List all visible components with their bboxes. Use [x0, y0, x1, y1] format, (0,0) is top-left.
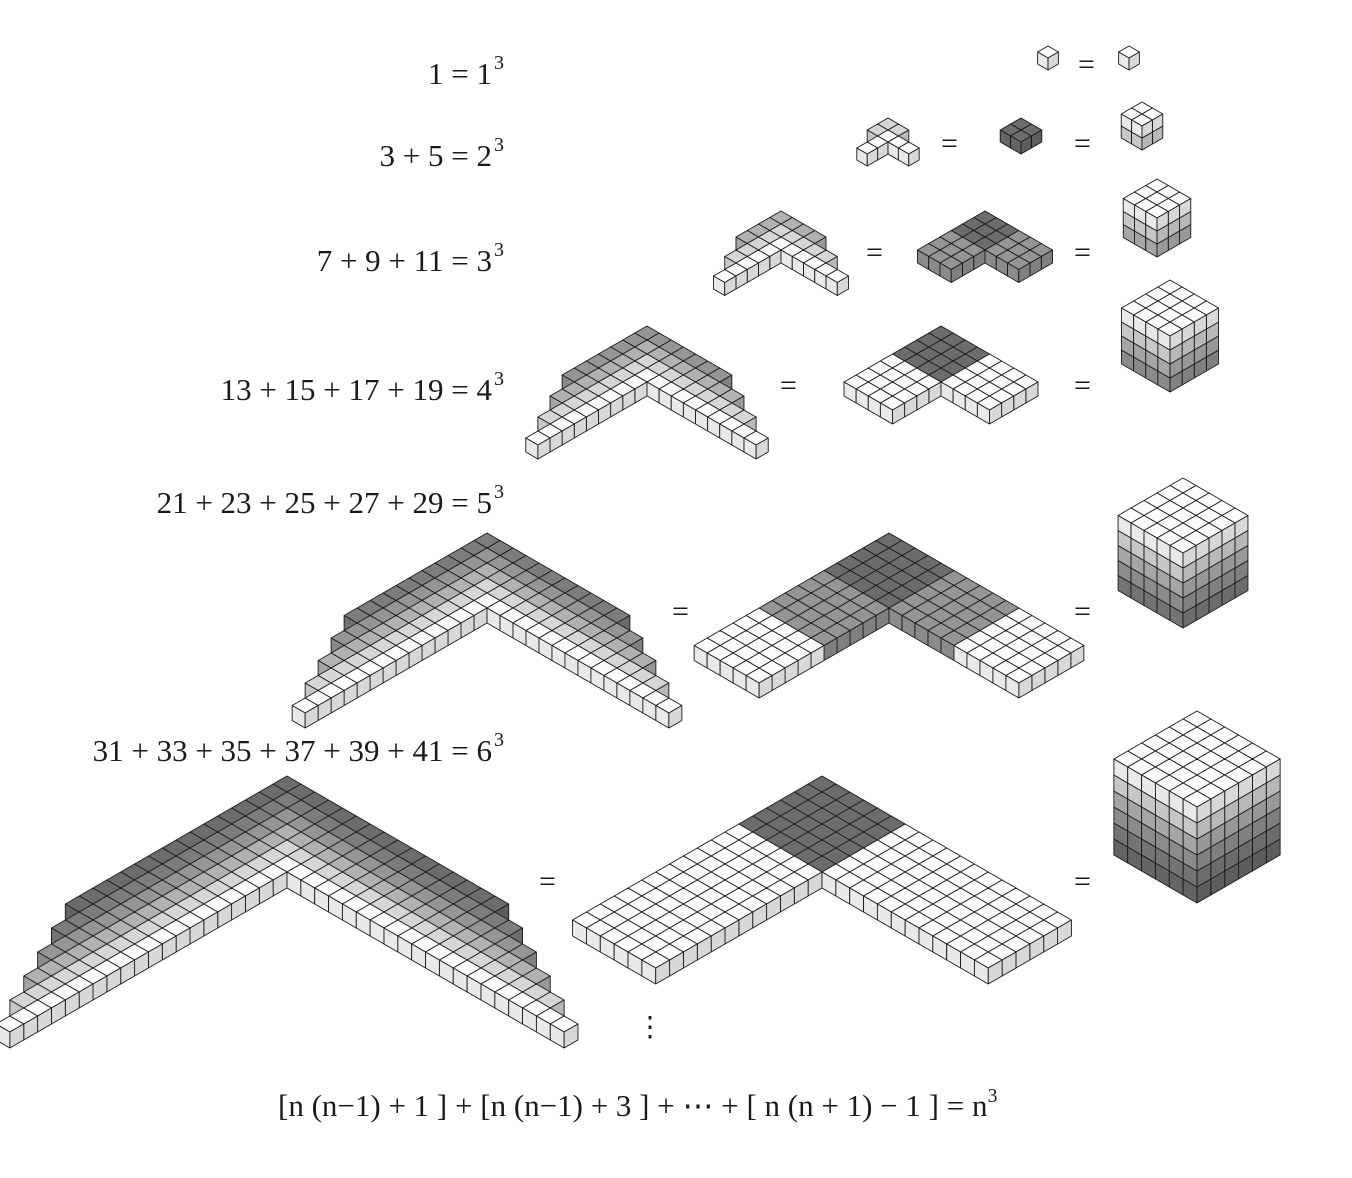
equals-sign: = [1074, 127, 1091, 160]
block-figure-4 [843, 325, 1039, 425]
gnomon-figure-4 [525, 325, 769, 460]
gnomon-figure-5 [291, 532, 683, 729]
equals-sign: = [1078, 48, 1095, 81]
equation-exponent: 3 [494, 481, 504, 503]
gnomon-figure-2 [856, 117, 920, 167]
block-figure-3 [917, 210, 1054, 283]
equals-sign: = [1074, 369, 1091, 402]
equals-sign: = [1074, 595, 1091, 628]
equation-exponent: 3 [494, 368, 504, 390]
cube-figure-5 [1117, 477, 1249, 629]
gnomon-figure-1 [1037, 45, 1059, 71]
equation-exponent: 3 [494, 239, 504, 261]
equation-text: 1 = 1 [428, 56, 492, 91]
equals-sign: = [941, 127, 958, 160]
cube-figure-3 [1122, 178, 1192, 258]
gnomon-figure-6 [0, 775, 579, 1049]
cube-figure-2 [1120, 101, 1164, 151]
equals-sign: = [866, 236, 883, 269]
cube-figure-4 [1121, 279, 1219, 393]
block-figure-6 [572, 775, 1072, 985]
block-figure-5 [693, 532, 1085, 699]
general-formula: [n (n−1) + 1 ] + [n (n−1) + 3 ] + ⋯ + [ … [278, 1085, 998, 1124]
cube-figure-1 [1118, 45, 1140, 71]
equals-sign: = [1074, 865, 1091, 898]
equals-sign: = [672, 595, 689, 628]
equals-sign: = [780, 369, 797, 402]
equation-exponent: 3 [494, 729, 504, 751]
equation-text: 13 + 15 + 17 + 19 = 4 [220, 372, 492, 407]
block-figure-2 [999, 117, 1043, 155]
equation-text: 3 + 5 = 2 [379, 138, 492, 173]
equals-sign: = [1074, 236, 1091, 269]
equation-text: 21 + 23 + 25 + 27 + 29 = 5 [156, 485, 492, 520]
equation-text: 7 + 9 + 11 = 3 [316, 243, 492, 278]
equation-exponent: 3 [494, 134, 504, 156]
equation-text: 31 + 33 + 35 + 37 + 39 + 41 = 6 [92, 733, 492, 768]
equation-exponent: 3 [494, 52, 504, 74]
general-formula-exponent: 3 [987, 1085, 998, 1107]
equals-sign: = [539, 865, 556, 898]
general-formula-text: [n (n−1) + 1 ] + [n (n−1) + 3 ] + ⋯ + [ … [278, 1088, 988, 1123]
gnomon-figure-3 [713, 210, 849, 296]
cube-figure-6 [1113, 710, 1281, 904]
